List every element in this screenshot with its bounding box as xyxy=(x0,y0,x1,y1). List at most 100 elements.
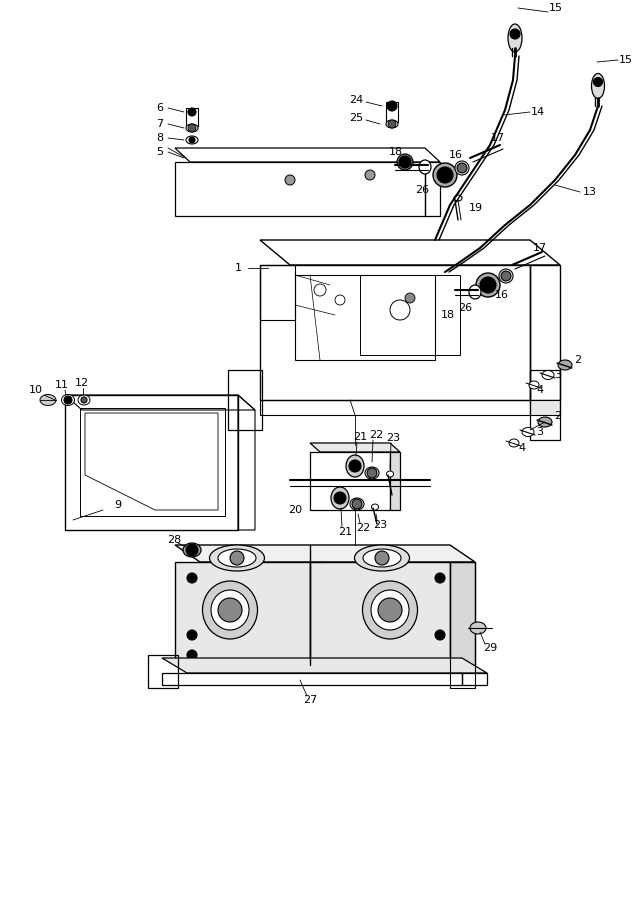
Ellipse shape xyxy=(371,590,409,630)
Polygon shape xyxy=(162,658,487,673)
Text: 9: 9 xyxy=(115,500,122,510)
Circle shape xyxy=(349,460,361,472)
Text: 17: 17 xyxy=(491,133,505,143)
Ellipse shape xyxy=(387,471,394,477)
Text: 23: 23 xyxy=(386,433,400,443)
Ellipse shape xyxy=(210,545,264,571)
Circle shape xyxy=(188,124,196,132)
Polygon shape xyxy=(450,562,475,665)
Ellipse shape xyxy=(186,136,198,144)
Polygon shape xyxy=(175,545,475,562)
Circle shape xyxy=(334,492,346,504)
Bar xyxy=(360,275,460,355)
Ellipse shape xyxy=(542,371,554,380)
Ellipse shape xyxy=(346,455,364,477)
Ellipse shape xyxy=(476,273,500,297)
Ellipse shape xyxy=(331,487,349,509)
Text: 16: 16 xyxy=(449,150,463,160)
Text: 28: 28 xyxy=(167,535,181,545)
Text: 13: 13 xyxy=(583,187,597,197)
Ellipse shape xyxy=(558,360,572,370)
Ellipse shape xyxy=(371,504,378,510)
Text: 10: 10 xyxy=(29,385,43,395)
Text: 11: 11 xyxy=(55,380,69,390)
Circle shape xyxy=(188,108,196,116)
Circle shape xyxy=(399,156,411,168)
Text: 18: 18 xyxy=(441,310,455,320)
Ellipse shape xyxy=(78,395,90,405)
Text: 16: 16 xyxy=(495,290,509,300)
Text: 2: 2 xyxy=(554,411,562,421)
Bar xyxy=(80,408,225,516)
Ellipse shape xyxy=(365,467,379,479)
Circle shape xyxy=(365,170,375,180)
Text: 8: 8 xyxy=(157,133,164,143)
Text: 22: 22 xyxy=(356,523,370,533)
Circle shape xyxy=(435,573,445,583)
Text: 25: 25 xyxy=(349,113,363,123)
Polygon shape xyxy=(390,452,400,510)
Text: 26: 26 xyxy=(458,303,472,313)
Ellipse shape xyxy=(454,195,462,201)
Circle shape xyxy=(285,175,295,185)
Ellipse shape xyxy=(386,120,398,128)
Ellipse shape xyxy=(363,549,401,567)
Text: 7: 7 xyxy=(157,119,164,129)
Circle shape xyxy=(189,137,195,143)
Ellipse shape xyxy=(186,124,198,132)
Text: 6: 6 xyxy=(157,103,164,113)
Text: 23: 23 xyxy=(373,520,387,530)
Ellipse shape xyxy=(397,154,413,170)
Text: 5: 5 xyxy=(157,147,164,157)
Ellipse shape xyxy=(594,78,603,87)
Ellipse shape xyxy=(183,543,201,557)
Ellipse shape xyxy=(499,269,513,283)
Text: 2: 2 xyxy=(575,355,582,365)
Text: 4: 4 xyxy=(519,443,526,453)
Circle shape xyxy=(352,499,362,509)
Circle shape xyxy=(81,397,87,403)
Circle shape xyxy=(378,598,402,622)
Ellipse shape xyxy=(508,24,522,52)
Text: 21: 21 xyxy=(338,527,352,537)
Ellipse shape xyxy=(469,285,481,299)
Text: 17: 17 xyxy=(533,243,547,253)
Ellipse shape xyxy=(350,498,364,510)
Ellipse shape xyxy=(419,160,431,174)
Circle shape xyxy=(230,551,244,565)
Text: 22: 22 xyxy=(369,430,383,440)
Ellipse shape xyxy=(522,427,534,436)
Polygon shape xyxy=(310,562,450,665)
Ellipse shape xyxy=(211,590,249,630)
Circle shape xyxy=(186,544,198,556)
Text: 20: 20 xyxy=(288,505,302,515)
Text: 15: 15 xyxy=(619,55,633,65)
Circle shape xyxy=(367,468,377,478)
Text: 24: 24 xyxy=(349,95,363,105)
Circle shape xyxy=(388,120,396,128)
Ellipse shape xyxy=(592,73,605,99)
Circle shape xyxy=(187,573,197,583)
Circle shape xyxy=(387,101,397,111)
Bar xyxy=(386,102,398,122)
Polygon shape xyxy=(530,400,560,415)
Bar xyxy=(186,108,198,126)
Text: 15: 15 xyxy=(549,3,563,13)
Ellipse shape xyxy=(203,581,257,639)
Text: 19: 19 xyxy=(469,203,483,213)
Text: 1: 1 xyxy=(234,263,241,273)
Circle shape xyxy=(187,630,197,640)
Circle shape xyxy=(501,271,511,281)
Ellipse shape xyxy=(529,381,539,389)
Circle shape xyxy=(64,396,72,404)
Ellipse shape xyxy=(538,417,552,427)
Ellipse shape xyxy=(433,163,457,187)
Ellipse shape xyxy=(509,439,519,447)
Circle shape xyxy=(437,167,453,183)
Text: 3: 3 xyxy=(554,370,561,380)
Ellipse shape xyxy=(455,161,469,175)
Ellipse shape xyxy=(40,394,56,405)
Ellipse shape xyxy=(355,545,410,571)
Polygon shape xyxy=(175,562,310,665)
Text: 21: 21 xyxy=(353,432,367,442)
